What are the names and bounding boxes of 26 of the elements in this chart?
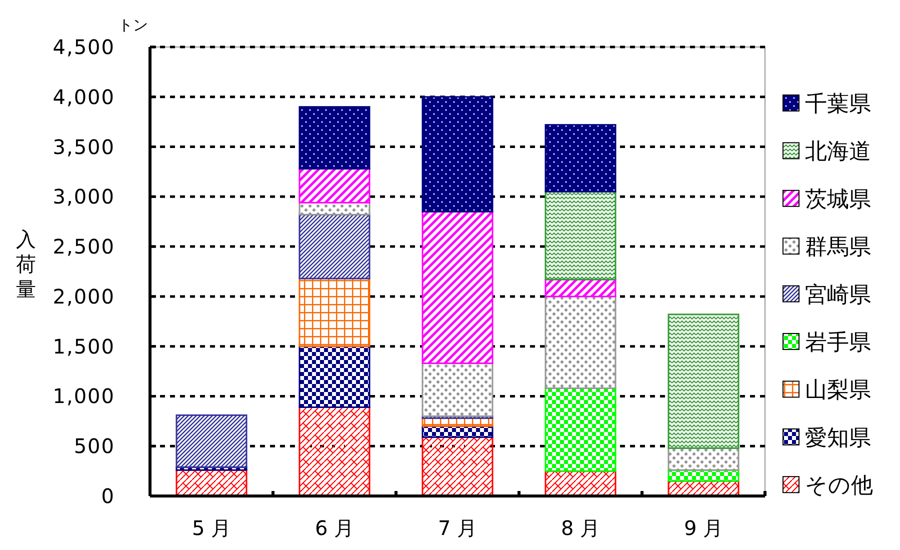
legend-label: その他 [805,474,873,499]
x-tick-label: 8 月 [560,516,600,540]
legend-label: 岩手県 [805,330,871,356]
x-tick-label: 7 月 [438,516,478,540]
x-tick-label: 9 月 [684,516,724,540]
legend-label: 山梨県 [805,378,871,404]
y-tick-label: 3,500 [52,134,115,159]
y-tick-label: 4,000 [52,84,115,109]
y-tick-label: 0 [101,484,115,508]
y-tick-label: 1,500 [52,334,115,358]
legend-label: 茨城県 [805,187,871,212]
y-tick-label: 2,000 [52,284,115,308]
y-tick-label: 3,000 [52,184,115,209]
legend-label: 千葉県 [805,92,871,117]
x-tick-label: 5 月 [192,516,232,540]
legend-label: 群馬県 [805,235,871,260]
x-tick-label: 6 月 [314,516,354,540]
legend-label: 愛知県 [805,426,871,451]
y-tick-label: 500 [74,434,115,458]
legend-label: 北海道 [805,140,871,165]
text: トン [118,16,148,34]
y-axis-title: 入荷量 [16,227,36,301]
y-tick-label: 2,500 [52,234,115,259]
y-tick-label: 4,500 [52,35,115,59]
legend-label: 宮崎県 [805,282,871,308]
y-tick-label: 1,000 [52,384,115,408]
